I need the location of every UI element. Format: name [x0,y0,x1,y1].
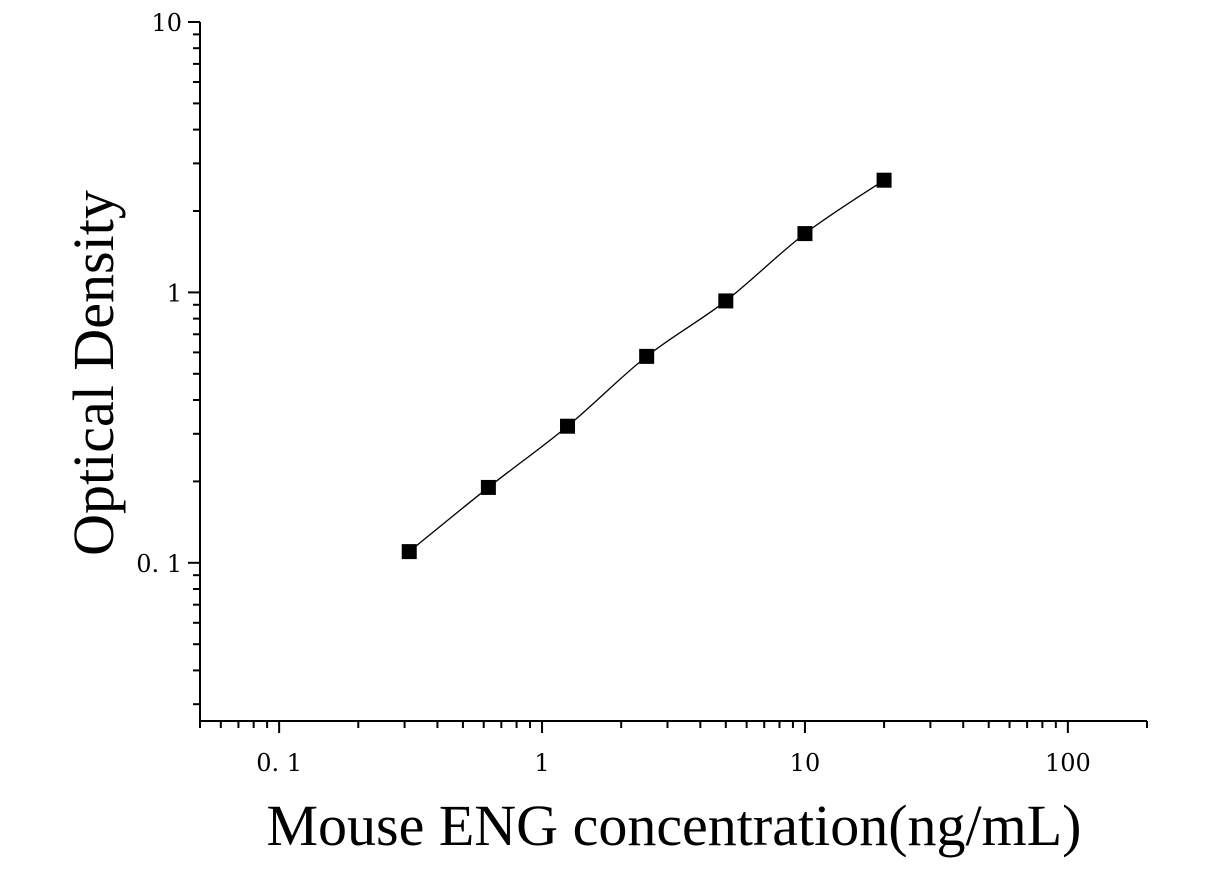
data-point [718,293,734,309]
fit-curve-group [408,179,885,553]
y-axis-title: Optical Density [61,190,126,556]
fit-curve [408,179,885,553]
axes: 0. 1 1 10 100 10 1 0. 1 [136,9,1148,777]
data-point [560,418,576,434]
data-point [797,226,813,242]
x-tick-label: 100 [1045,749,1091,777]
x-axis-title: Mouse ENG concentration(ng/mL) [266,793,1081,858]
data-point [480,479,496,495]
x-tick-label: 1 [534,749,549,777]
y-tick-label: 1 [167,279,182,307]
y-tick-label: 0. 1 [136,550,182,578]
y-tick-label: 10 [151,9,182,37]
data-points [401,172,892,560]
x-tick-label: 10 [790,749,821,777]
data-point [401,544,417,560]
data-point [639,348,655,364]
x-tick-label: 0. 1 [256,749,302,777]
data-point [876,172,892,188]
